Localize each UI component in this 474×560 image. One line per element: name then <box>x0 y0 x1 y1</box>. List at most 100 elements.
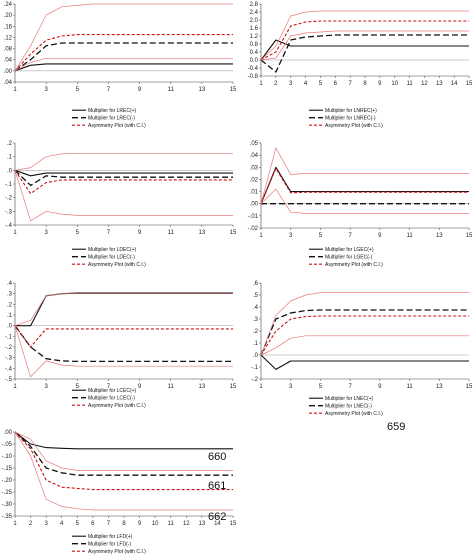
panel-p1: .04.00.04.08.12.16.20.241 3 5 7 9 11 13 15Multi… <box>4 2 237 129</box>
x-tick-label: 12 <box>421 81 428 87</box>
panel-p5: -.5-.4-.3-.2-.1.0.1.2.3.41 3 5 7 9 11 13 15Mult… <box>5 281 237 409</box>
x-tick-label: 6 <box>334 81 338 87</box>
x-tick-label: 11 <box>168 521 175 527</box>
annotation-660: 660 <box>208 451 226 463</box>
x-tick-label: 9 <box>138 384 142 390</box>
x-tick-label: 9 <box>378 81 382 87</box>
series-pos-line <box>14 169 233 177</box>
legend-label: Multiplier for LCEC(+) <box>88 388 137 394</box>
y-tick-label: .03 <box>250 165 259 171</box>
y-tick-label: -.01 <box>248 214 259 220</box>
y-tick-label: 0.0 <box>250 58 259 64</box>
x-tick-label: 4 <box>60 521 64 527</box>
x-tick-label: 3 <box>289 233 293 239</box>
y-tick-label: .01 <box>250 190 259 196</box>
series-ci-line <box>14 431 233 511</box>
series-ci-line <box>260 10 469 61</box>
series-pos-line <box>15 292 233 327</box>
x-tick-label: 3 <box>289 81 293 87</box>
series-ci-line <box>14 170 233 222</box>
y-tick-label: -.2 <box>5 345 13 351</box>
y-tick-label: -.1 <box>5 334 13 340</box>
series-pos-line <box>260 166 469 204</box>
y-tick-label: -0.8 <box>248 74 259 80</box>
series-asym-line <box>260 315 469 356</box>
series-ci-line <box>14 152 233 171</box>
y-tick-label: .12 <box>4 35 13 41</box>
x-tick-label: 5 <box>76 87 80 93</box>
y-tick-label: 0.4 <box>250 50 259 56</box>
series-asym-line <box>14 431 233 491</box>
x-tick-label: 7 <box>348 384 352 390</box>
legend-label: Asymmetry Plot (with C.I.) <box>88 262 146 268</box>
y-tick-label: .0 <box>7 324 13 330</box>
y-tick-label: .02 <box>250 177 259 183</box>
x-tick-label: 15 <box>466 81 473 87</box>
x-tick-label: 13 <box>199 230 206 236</box>
y-tick-label: -.2 <box>251 377 259 383</box>
x-tick-label: 3 <box>44 384 48 390</box>
y-tick-label: -.02 <box>248 226 259 232</box>
x-tick-label: 12 <box>183 521 190 527</box>
x-tick-label: 5 <box>76 384 80 390</box>
series-asym-line <box>14 34 233 72</box>
x-tick-label: 4 <box>304 81 308 87</box>
y-tick-label: 1.2 <box>250 34 259 40</box>
y-tick-label: .1 <box>253 341 259 347</box>
legend-label: Multiplier for LNREC(-) <box>325 116 376 122</box>
panel-p6: -.2-.1.0.1.2.3.4.5.61 3 5 7 9 11 13 15Multiplie… <box>251 281 473 417</box>
x-tick-label: 6 <box>91 521 95 527</box>
annotation-662: 662 <box>208 511 226 523</box>
y-tick-label: -.20 <box>2 478 13 484</box>
y-tick-label: .00 <box>4 430 13 436</box>
x-tick-label: 15 <box>230 87 237 93</box>
y-tick-label: .2 <box>253 329 259 335</box>
y-tick-label: .04 <box>4 58 13 64</box>
y-tick-label: .24 <box>4 2 13 8</box>
series-ci-line <box>260 292 469 356</box>
y-tick-label: .1 <box>7 313 13 319</box>
y-tick-label: 1.6 <box>250 26 259 32</box>
panel-p7: -.35-.30-.25-.20-.15-.10-.05.001 2 3 4 5 6 7 8 9… <box>2 430 237 555</box>
series-pos-line <box>260 354 469 370</box>
x-tick-label: 5 <box>319 384 323 390</box>
series-asym-line <box>260 167 469 204</box>
y-tick-label: .04 <box>4 80 13 86</box>
legend-label: Multiplier for LNEC(+) <box>325 396 374 402</box>
y-tick-label: -.5 <box>5 377 13 383</box>
x-tick-label: 7 <box>107 384 111 390</box>
legend-label: Multiplier for LFD(-) <box>88 542 131 548</box>
x-tick-label: 2 <box>29 521 33 527</box>
x-tick-label: 8 <box>363 81 367 87</box>
legend-label: Multiplier for LDEC(+) <box>88 247 137 253</box>
series-ci-line <box>260 335 469 356</box>
y-tick-label: -.4 <box>5 366 13 372</box>
y-tick-label: -.1 <box>5 182 13 188</box>
x-tick-label: 15 <box>230 384 237 390</box>
x-tick-label: 15 <box>466 384 473 390</box>
y-tick-label: .00 <box>250 202 259 208</box>
y-tick-label: .08 <box>4 47 13 53</box>
x-tick-label: 5 <box>319 81 323 87</box>
series-neg-line <box>260 34 469 73</box>
series-pos-line <box>14 63 233 72</box>
x-tick-label: 13 <box>199 521 206 527</box>
x-tick-label: 3 <box>44 521 48 527</box>
series-pos-line <box>260 39 469 61</box>
legend-label: Multiplier for LGEC(-) <box>325 255 373 261</box>
x-tick-label: 11 <box>406 384 413 390</box>
x-tick-label: 11 <box>406 233 413 239</box>
x-tick-label: 13 <box>199 87 206 93</box>
y-tick-label: .04 <box>250 153 259 159</box>
y-tick-label: .2 <box>7 141 13 147</box>
legend-label: Multiplier for LDEC(-) <box>88 255 135 261</box>
x-tick-label: 13 <box>436 384 443 390</box>
x-tick-label: 5 <box>76 521 80 527</box>
series-ci-line <box>260 30 469 61</box>
y-tick-label: .4 <box>253 305 259 311</box>
legend-label: Asymmetry Plot (with C.I.) <box>88 549 146 555</box>
x-tick-label: 1 <box>13 87 17 93</box>
series-ci-line <box>14 57 233 72</box>
x-tick-label: 9 <box>138 521 142 527</box>
